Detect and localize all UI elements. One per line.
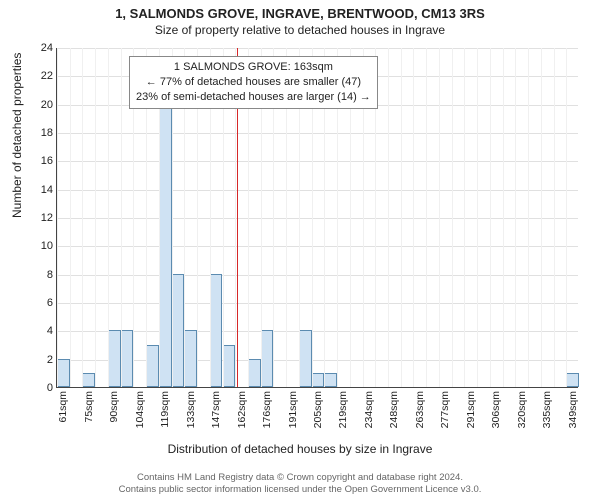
gridline-v — [528, 48, 529, 387]
x-tick-label: 61sqm — [57, 391, 69, 423]
gridline-h — [57, 360, 578, 361]
x-tick-label: 119sqm — [159, 391, 171, 428]
x-tick-label: 75sqm — [83, 391, 95, 423]
x-tick-label: 176sqm — [261, 391, 273, 428]
histogram-bar — [324, 373, 337, 387]
x-tick-label: 205sqm — [312, 391, 324, 428]
histogram-bar — [146, 345, 159, 388]
histogram-bar — [299, 330, 312, 387]
x-tick-label: 248sqm — [388, 391, 400, 428]
gridline-h — [57, 133, 578, 134]
gridline-v — [401, 48, 402, 387]
y-tick-label: 8 — [47, 269, 53, 281]
x-tick-label: 291sqm — [465, 391, 477, 428]
gridline-v — [452, 48, 453, 387]
gridline-v — [426, 48, 427, 387]
gridline-v — [121, 48, 122, 387]
gridline-v — [82, 48, 83, 387]
x-tick-label: 349sqm — [567, 391, 579, 428]
histogram-bar — [210, 274, 223, 387]
gridline-v — [108, 48, 109, 387]
histogram-bar — [121, 330, 134, 387]
gridline-v — [439, 48, 440, 387]
y-tick-label: 14 — [41, 184, 53, 196]
gridline-v — [57, 48, 58, 387]
gridline-v — [95, 48, 96, 387]
histogram-plot-area: 02468101214161820222461sqm75sqm90sqm104s… — [56, 48, 578, 388]
y-tick-label: 4 — [47, 325, 53, 337]
x-tick-label: 320sqm — [516, 391, 528, 428]
gridline-v — [477, 48, 478, 387]
histogram-bar — [57, 359, 70, 387]
chart-title-block: 1, SALMONDS GROVE, INGRAVE, BRENTWOOD, C… — [0, 0, 600, 37]
histogram-bar — [82, 373, 95, 387]
annotation-line: 1 SALMONDS GROVE: 163sqm — [136, 60, 371, 75]
y-tick-label: 6 — [47, 297, 53, 309]
y-tick-label: 0 — [47, 382, 53, 394]
histogram-bar — [566, 373, 579, 387]
x-tick-label: 335sqm — [541, 391, 553, 428]
y-axis-label: Number of detached properties — [10, 53, 24, 218]
gridline-v — [515, 48, 516, 387]
histogram-bar — [184, 330, 197, 387]
x-tick-label: 162sqm — [236, 391, 248, 428]
title-address: 1, SALMONDS GROVE, INGRAVE, BRENTWOOD, C… — [0, 6, 600, 21]
gridline-h — [57, 331, 578, 332]
gridline-h — [57, 190, 578, 191]
gridline-v — [413, 48, 414, 387]
gridline-v — [70, 48, 71, 387]
x-tick-label: 90sqm — [108, 391, 120, 423]
histogram-bar — [108, 330, 121, 387]
x-tick-label: 234sqm — [363, 391, 375, 428]
x-tick-label: 277sqm — [439, 391, 451, 428]
x-axis-label: Distribution of detached houses by size … — [0, 442, 600, 456]
x-tick-label: 191sqm — [287, 391, 299, 428]
histogram-bar — [248, 359, 261, 387]
gridline-h — [57, 303, 578, 304]
y-tick-label: 16 — [41, 155, 53, 167]
gridline-v — [464, 48, 465, 387]
x-tick-label: 133sqm — [185, 391, 197, 428]
gridline-h — [57, 48, 578, 49]
annotation-box: 1 SALMONDS GROVE: 163sqm← 77% of detache… — [129, 56, 378, 109]
y-tick-label: 2 — [47, 354, 53, 366]
x-tick-label: 263sqm — [414, 391, 426, 428]
annotation-line: ← 77% of detached houses are smaller (47… — [136, 75, 371, 90]
attribution-footer: Contains HM Land Registry data © Crown c… — [0, 472, 600, 496]
footer-line2: Contains public sector information licen… — [0, 484, 600, 496]
title-subtitle: Size of property relative to detached ho… — [0, 23, 600, 37]
histogram-bar — [223, 345, 236, 388]
y-tick-label: 24 — [41, 42, 53, 54]
y-tick-label: 20 — [41, 99, 53, 111]
x-tick-label: 306sqm — [490, 391, 502, 428]
gridline-h — [57, 246, 578, 247]
gridline-h — [57, 218, 578, 219]
histogram-bar — [159, 104, 172, 387]
y-tick-label: 18 — [41, 127, 53, 139]
gridline-h — [57, 161, 578, 162]
histogram-bar — [312, 373, 325, 387]
gridline-v — [541, 48, 542, 387]
histogram-bar — [261, 330, 274, 387]
gridline-v — [388, 48, 389, 387]
gridline-h — [57, 275, 578, 276]
y-tick-label: 22 — [41, 70, 53, 82]
x-tick-label: 219sqm — [337, 391, 349, 428]
gridline-v — [566, 48, 567, 387]
y-tick-label: 12 — [41, 212, 53, 224]
y-tick-label: 10 — [41, 240, 53, 252]
x-tick-label: 104sqm — [134, 391, 146, 428]
gridline-v — [503, 48, 504, 387]
gridline-v — [554, 48, 555, 387]
footer-line1: Contains HM Land Registry data © Crown c… — [0, 472, 600, 484]
annotation-line: 23% of semi-detached houses are larger (… — [136, 90, 371, 105]
gridline-v — [490, 48, 491, 387]
histogram-bar — [172, 274, 185, 387]
x-tick-label: 147sqm — [210, 391, 222, 428]
